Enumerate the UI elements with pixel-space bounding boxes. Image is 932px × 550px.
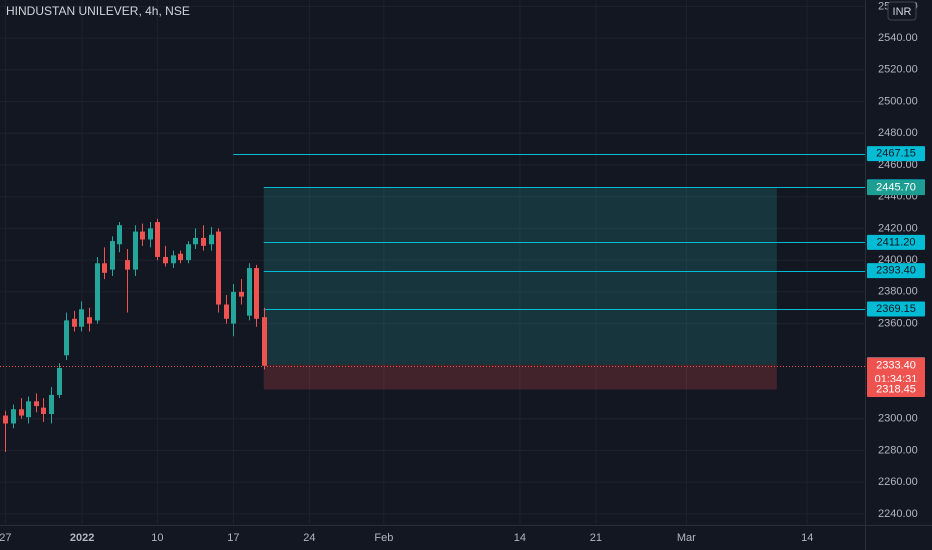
x-tick-label: 14 xyxy=(514,532,526,544)
last-price-bg xyxy=(867,357,925,388)
y-tick-label: 2300.00 xyxy=(878,413,918,425)
price-label-bg xyxy=(867,301,925,317)
candle-body xyxy=(254,268,259,319)
price-label-bg xyxy=(867,263,925,279)
y-tick-label: 2460.00 xyxy=(878,159,918,171)
candle-body xyxy=(117,225,122,245)
candle-body xyxy=(19,409,24,416)
y-tick-label: 2360.00 xyxy=(878,317,918,329)
candle-body xyxy=(110,241,115,270)
candle-body xyxy=(57,367,62,395)
last-price-label: 2333.40 xyxy=(876,360,916,372)
price-label: 2369.15 xyxy=(876,303,916,315)
price-label: 2467.15 xyxy=(876,148,916,160)
price-label-bg xyxy=(867,234,925,250)
candle-body xyxy=(148,228,153,240)
loss-zone xyxy=(263,364,777,390)
candle-body xyxy=(224,304,229,319)
candle-body xyxy=(209,234,214,245)
candle-body xyxy=(155,222,160,257)
currency: INR xyxy=(893,6,912,18)
candle-body xyxy=(193,237,198,245)
currency-badge[interactable] xyxy=(887,1,917,21)
grid xyxy=(0,0,865,525)
y-tick-label: 2240.00 xyxy=(878,508,918,520)
price-label: 2411.20 xyxy=(877,236,916,248)
price-label-bg xyxy=(867,381,925,397)
candle-body xyxy=(201,237,206,246)
price-label: 2445.70 xyxy=(876,182,916,194)
y-tick-label: 2380.00 xyxy=(878,286,918,298)
chart-title: HINDUSTAN UNILEVER, 4h, NSE xyxy=(6,4,190,18)
profit-zone xyxy=(263,187,777,365)
x-tick-label: 10 xyxy=(151,532,163,544)
plot xyxy=(0,154,865,453)
x-tick-label: 27 xyxy=(0,532,11,544)
candle-body xyxy=(79,309,84,327)
price-label-bg xyxy=(867,180,925,196)
x-tick-label: Feb xyxy=(374,532,393,544)
x-tick-label: 24 xyxy=(303,532,315,544)
candle-body xyxy=(125,260,130,270)
x-tick-label: 17 xyxy=(227,532,239,544)
candle-body xyxy=(133,231,138,270)
y-tick-label: 2540.00 xyxy=(878,32,918,44)
y-tick-label: 2260.00 xyxy=(878,476,918,488)
candle-body xyxy=(171,255,176,264)
candle-body xyxy=(262,317,267,366)
y-tick-label: 2500.00 xyxy=(878,95,918,107)
y-tick-label: 2420.00 xyxy=(878,222,918,234)
y-tick-label: 2520.00 xyxy=(878,64,918,76)
candle-body xyxy=(41,407,46,414)
candle-body xyxy=(72,318,77,327)
candle-body xyxy=(26,401,31,418)
x-tick-label: Mar xyxy=(677,532,696,544)
price-label: 2393.40 xyxy=(876,264,916,276)
candle-body xyxy=(11,409,16,424)
y-tick-label: 2480.00 xyxy=(878,127,918,139)
candle-body xyxy=(216,231,221,305)
candle-body xyxy=(186,244,191,261)
y-tick-label: 2280.00 xyxy=(878,444,918,456)
candle-body xyxy=(163,256,168,264)
x-tick-label: 2022 xyxy=(70,532,94,544)
candle-body xyxy=(239,291,244,297)
candle-body xyxy=(231,291,236,324)
candle-body xyxy=(140,231,145,240)
y-tick-label: 2400.00 xyxy=(878,254,918,266)
candle-body xyxy=(95,263,100,321)
candle-body xyxy=(3,415,8,424)
candle-body xyxy=(87,317,92,324)
candle-body xyxy=(49,394,54,414)
candle-body xyxy=(178,253,183,261)
candle-body xyxy=(64,320,69,356)
x-tick-label: 14 xyxy=(801,532,813,544)
x-tick-label: 21 xyxy=(590,532,602,544)
candle-body xyxy=(247,268,252,316)
candle-body xyxy=(102,263,107,273)
price-label-bg xyxy=(867,146,925,162)
price-label: 2318.45 xyxy=(876,383,916,395)
candle-body xyxy=(34,401,39,407)
